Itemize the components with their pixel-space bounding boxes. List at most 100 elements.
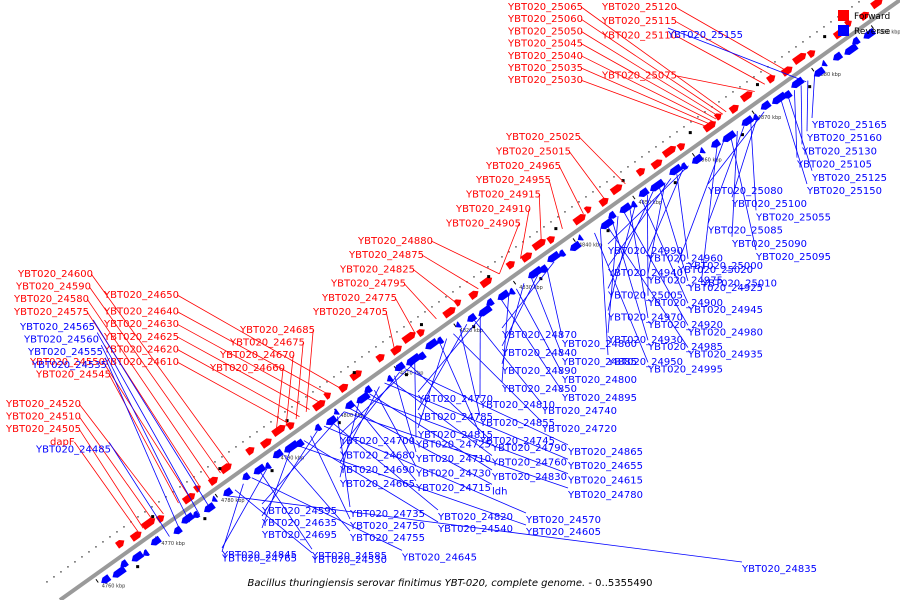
forward-gene-label: YBT020_24955 [475,175,551,186]
gene-arrow [583,206,592,214]
gene-arrow [467,312,478,323]
tick-label: 4890 kbp [877,30,900,36]
reverse-gene-label: YBT020_24870 [501,330,577,341]
reverse-gene-label: YBT020_25020 [677,265,753,276]
reverse-label-leader [261,411,345,505]
reverse-gene [600,217,615,230]
reverse-gene-label: YBT020_24585 [311,551,387,562]
track-dot [732,91,734,93]
gene-arrow [508,287,516,295]
track-dot [228,451,230,453]
reverse-label-leader [283,454,351,532]
track-dot [683,126,685,128]
forward-gene-label: YBT020_24640 [103,307,179,318]
track-dot [200,471,202,473]
track-dot [347,366,349,368]
forward-gene-label: YBT020_24675 [229,338,305,349]
reverse-gene [272,448,284,459]
reverse-label-leader [611,220,649,341]
forward-gene [505,260,515,270]
track-dot [207,466,209,468]
reverse-label-leader [473,319,543,405]
track-dot [480,271,482,273]
track-dot [53,576,55,578]
reverse-gene-label: YBT020_25105 [796,160,872,171]
forward-gene-label: YBT020_24660 [209,363,285,374]
track-dot [802,41,804,43]
gene-arrow [129,531,142,542]
reverse-label-leader [605,224,689,348]
reverse-gene-label: YBT020_24960 [647,253,723,264]
track-dot [375,346,377,348]
forward-label-leader [675,35,766,85]
reverse-gene-label: YBT020_24950 [607,357,683,368]
reverse-label-leader [417,323,468,411]
reverse-gene [386,374,394,382]
reverse-gene-label: YBT020_24485 [35,444,111,455]
reverse-gene [539,264,549,273]
reverse-label-leader [259,471,313,550]
forward-label-leader [177,323,320,403]
reverse-label-leader [323,425,527,514]
gene-arrow [752,113,760,121]
track-dot [123,526,125,528]
reverse-label-leader [104,357,180,530]
reverse-gene [783,90,793,99]
forward-gene [598,197,609,207]
forward-label-leader [568,151,605,200]
gene-arrow [739,91,753,103]
forward-gene [141,517,156,530]
reverse-gene [364,384,373,394]
forward-gene-label: YBT020_24905 [445,218,521,229]
track-dot [823,26,825,28]
tick-mark [95,578,99,583]
gene-arrow [858,11,870,21]
track-dot [291,406,293,408]
track-dot [809,36,811,38]
forward-label-leader [675,6,786,71]
track-dot [655,146,657,148]
forward-gene-label: YBT020_24625 [103,332,179,343]
forward-gene-label: YBT020_25035 [507,63,583,74]
reverse-label-leader [629,207,649,319]
reverse-gene-label: YBT020_24895 [561,393,637,404]
reverse-gene-label: YBT020_24975 [647,276,723,287]
track-dot [235,446,237,448]
forward-label-leader [519,208,530,259]
reverse-label-leader [96,332,201,516]
track-dot [487,266,489,268]
reverse-gene-label: YBT020_24760 [491,458,567,469]
reverse-gene-label: YBT020_24530 [311,555,387,566]
track-dot [543,226,545,228]
misc-feature [218,467,222,471]
tick-mark [691,152,696,157]
gene-arrow [349,370,362,382]
misc-feature [136,565,140,569]
forward-gene-label: YBT020_24610 [103,357,179,368]
reverse-gene [211,495,218,502]
gene-arrow [203,502,216,513]
forward-gene [713,113,722,121]
reverse-label-leader [100,345,190,523]
reverse-label-leader [811,75,815,119]
gene-arrow [150,535,162,546]
misc-feature [270,469,274,473]
gene-arrow [783,90,793,99]
reverse-label-leader [344,411,569,489]
reverse-gene [832,51,844,61]
gene-arrow [245,446,255,456]
track-dot [298,401,300,403]
reverse-gene [821,60,828,67]
reverse-label-leader [806,80,809,132]
gene-arrow [314,423,323,431]
reverse-label-leader [384,382,569,460]
reverse-gene [131,550,145,562]
gene-arrow [142,549,150,556]
track-dot [354,361,356,363]
gene-arrow [765,74,776,84]
reverse-gene-label: YBT020_25055 [755,212,831,223]
reverse-gene-label: YBT020_25005 [607,290,683,301]
track-dot [396,331,398,333]
forward-gene-label: YBT020_24705 [312,307,388,318]
forward-gene-label: YBT020_24505 [5,424,81,435]
